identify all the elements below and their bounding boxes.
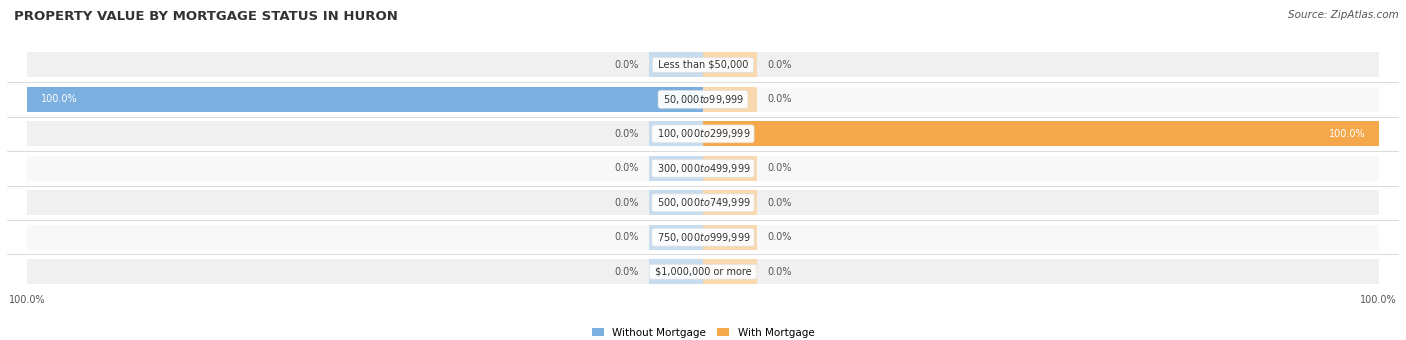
Text: 0.0%: 0.0% xyxy=(614,267,638,277)
Text: $1,000,000 or more: $1,000,000 or more xyxy=(651,267,755,277)
Bar xyxy=(27,87,703,112)
Bar xyxy=(27,190,1379,215)
Text: 0.0%: 0.0% xyxy=(614,163,638,173)
Text: Source: ZipAtlas.com: Source: ZipAtlas.com xyxy=(1288,10,1399,20)
Bar xyxy=(650,190,703,215)
Bar xyxy=(650,259,703,284)
Text: 0.0%: 0.0% xyxy=(768,232,792,242)
Text: 0.0%: 0.0% xyxy=(614,129,638,139)
Bar xyxy=(27,156,1379,181)
Text: $750,000 to $999,999: $750,000 to $999,999 xyxy=(654,231,752,244)
Bar xyxy=(27,87,1379,112)
Text: 100.0%: 100.0% xyxy=(1329,129,1365,139)
Bar xyxy=(703,87,756,112)
Text: PROPERTY VALUE BY MORTGAGE STATUS IN HURON: PROPERTY VALUE BY MORTGAGE STATUS IN HUR… xyxy=(14,10,398,23)
Bar xyxy=(27,259,1379,284)
Text: 0.0%: 0.0% xyxy=(768,163,792,173)
Text: $100,000 to $299,999: $100,000 to $299,999 xyxy=(654,127,752,140)
Legend: Without Mortgage, With Mortgage: Without Mortgage, With Mortgage xyxy=(588,323,818,340)
Bar xyxy=(703,259,756,284)
Text: 0.0%: 0.0% xyxy=(614,60,638,70)
Bar xyxy=(27,52,1379,77)
Text: 0.0%: 0.0% xyxy=(768,95,792,104)
Bar xyxy=(650,121,703,146)
Bar xyxy=(703,225,756,250)
Text: 0.0%: 0.0% xyxy=(614,198,638,208)
Text: 0.0%: 0.0% xyxy=(768,198,792,208)
Text: 100.0%: 100.0% xyxy=(41,95,77,104)
Text: 0.0%: 0.0% xyxy=(768,267,792,277)
Bar xyxy=(27,121,1379,146)
Text: $500,000 to $749,999: $500,000 to $749,999 xyxy=(654,196,752,209)
Text: 0.0%: 0.0% xyxy=(768,60,792,70)
Text: $300,000 to $499,999: $300,000 to $499,999 xyxy=(654,162,752,175)
Text: 0.0%: 0.0% xyxy=(614,232,638,242)
Text: Less than $50,000: Less than $50,000 xyxy=(655,60,751,70)
Bar xyxy=(703,121,1379,146)
Bar xyxy=(650,52,703,77)
Bar xyxy=(27,225,1379,250)
Bar xyxy=(703,190,756,215)
Bar xyxy=(703,156,756,181)
Bar xyxy=(650,225,703,250)
Bar xyxy=(703,52,756,77)
Text: $50,000 to $99,999: $50,000 to $99,999 xyxy=(661,93,745,106)
Bar xyxy=(650,156,703,181)
